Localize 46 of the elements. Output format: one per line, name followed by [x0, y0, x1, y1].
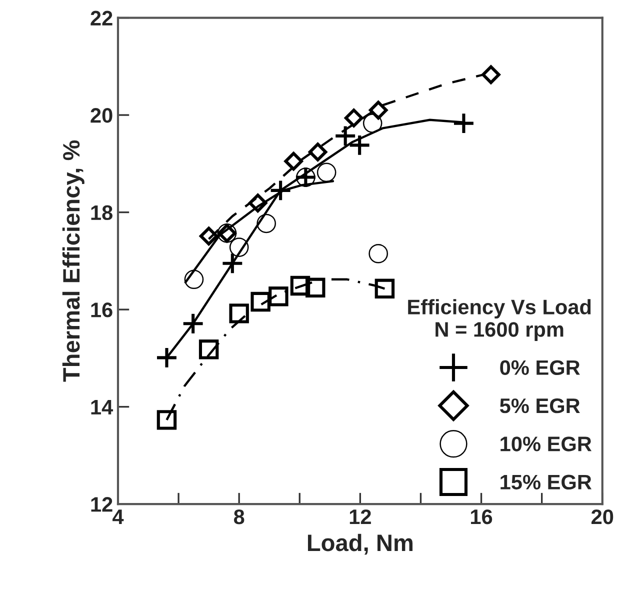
point	[334, 124, 357, 148]
legend-label: 15% EGR	[500, 474, 592, 490]
x-axis-title: Load, Nm	[308, 534, 412, 555]
y-tick-label: 14	[91, 400, 114, 414]
point	[290, 276, 310, 296]
legend-title: Efficiency Vs Load N = 1600 rpm	[408, 299, 591, 341]
point	[229, 238, 249, 257]
legend-label: 5% EGR	[500, 398, 580, 414]
y-tick-label: 22	[90, 10, 112, 26]
point	[368, 100, 388, 120]
point	[308, 142, 328, 162]
point	[155, 346, 178, 369]
x-tick-label: 20	[592, 509, 614, 524]
point	[452, 112, 475, 135]
legend-label: 0% EGR	[500, 360, 580, 376]
y-tick-label: 16	[91, 302, 112, 318]
y-tick-label: 12	[91, 497, 112, 512]
x-tick-label: 12	[350, 509, 371, 524]
point	[284, 152, 303, 171]
point	[184, 270, 204, 290]
point	[362, 114, 382, 133]
point	[248, 194, 268, 212]
y-axis-title: Thermal Efficiency, %	[62, 140, 84, 382]
point	[374, 278, 395, 298]
point	[306, 278, 326, 298]
point	[221, 252, 244, 275]
point	[229, 304, 249, 324]
point	[316, 162, 336, 182]
point	[156, 410, 177, 430]
point	[256, 214, 276, 234]
y-tick-label: 18	[91, 205, 112, 220]
x-tick-label: 8	[234, 509, 244, 524]
point	[268, 286, 288, 306]
point	[482, 65, 500, 84]
point	[348, 134, 371, 156]
point	[368, 244, 388, 264]
point	[198, 340, 219, 360]
point	[250, 292, 270, 312]
point	[182, 312, 204, 335]
x-tick-label: 16	[471, 509, 492, 524]
point	[344, 108, 364, 128]
point	[199, 226, 218, 246]
y-tick-label: 20	[90, 108, 112, 123]
x-tick-label: 4	[112, 510, 124, 524]
point	[269, 179, 292, 202]
legend-label: 10% EGR	[500, 436, 592, 452]
